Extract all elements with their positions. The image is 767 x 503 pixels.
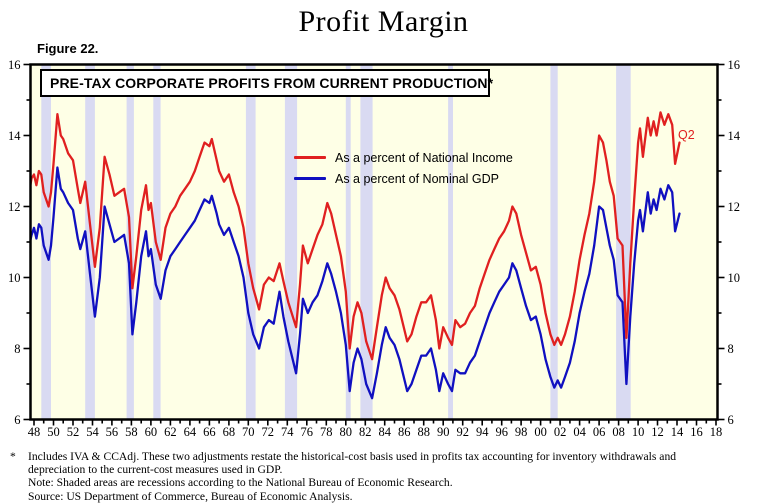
- chart-header-box: PRE-TAX CORPORATE PROFITS FROM CURRENT P…: [40, 69, 494, 97]
- y-axis-tick-label-right: 8: [728, 342, 734, 356]
- x-axis-tick-label: 10: [632, 425, 645, 439]
- legend-item-national-income: As a percent of National Income: [294, 147, 513, 168]
- y-axis-tick-label-right: 14: [728, 129, 741, 143]
- x-axis-tick-label: 06: [593, 425, 606, 439]
- x-axis-tick-label: 08: [612, 425, 625, 439]
- nominal-gdp-line: [30, 166, 681, 400]
- chart-header-text: PRE-TAX CORPORATE PROFITS FROM CURRENT P…: [50, 75, 494, 91]
- y-axis-tick-label-left: 6: [14, 413, 20, 427]
- recession-band: [41, 64, 51, 420]
- chart-frame: [29, 63, 719, 421]
- x-axis-tick-label: 92: [456, 425, 469, 439]
- x-axis-tick-label: 56: [106, 425, 119, 439]
- footnote-line-1: Includes IVA & CCAdj. These two adjustme…: [28, 450, 677, 463]
- footnote-line-2: depreciation to the current-cost measure…: [28, 463, 283, 477]
- x-axis-tick-label: 90: [437, 425, 450, 439]
- x-axis-tick-label: 48: [28, 425, 41, 439]
- x-axis-tick-label: 18: [710, 425, 723, 439]
- y-axis-tick-label-left: 14: [8, 129, 21, 143]
- y-axis-tick-label-right: 16: [728, 58, 741, 72]
- x-axis-tick-label: 12: [651, 425, 664, 439]
- recession-band: [245, 64, 256, 420]
- x-axis-tick-label: 02: [554, 425, 567, 439]
- y-axis-tick-label-right: 6: [728, 413, 734, 427]
- latest-quarter-label: Q2: [678, 128, 695, 142]
- x-axis-tick-label: 86: [398, 425, 411, 439]
- y-axis-tick-label-left: 12: [8, 200, 21, 214]
- recession-band: [284, 64, 298, 420]
- footnote-line-3: Note: Shaded areas are recessions accord…: [28, 476, 453, 490]
- x-axis-tick-label: 68: [223, 425, 236, 439]
- y-axis-tick-label-left: 10: [8, 271, 21, 285]
- legend-label-national-income: As a percent of National Income: [335, 150, 513, 165]
- national-income-line: [30, 111, 681, 361]
- legend-label-nominal-gdp: As a percent of Nominal GDP: [335, 171, 499, 186]
- x-axis-tick-label: 00: [534, 425, 547, 439]
- x-axis-tick-label: 72: [262, 425, 275, 439]
- x-axis-tick-label: 84: [378, 425, 391, 439]
- x-axis-tick-label: 94: [476, 425, 489, 439]
- x-axis-tick-label: 58: [125, 425, 138, 439]
- y-axis-tick-label-right: 10: [728, 271, 741, 285]
- red-line-swatch: [294, 156, 326, 159]
- recession-band: [345, 64, 351, 420]
- figure-label: Figure 22.: [37, 41, 99, 56]
- y-axis-tick-label-right: 12: [728, 200, 741, 214]
- x-axis-tick-label: 96: [495, 425, 508, 439]
- page-title: Profit Margin: [298, 5, 469, 38]
- x-axis-tick-label: 82: [359, 425, 372, 439]
- x-axis-tick-label: 16: [690, 425, 703, 439]
- x-axis-tick-label: 54: [86, 425, 99, 439]
- y-axis-tick-label-left: 8: [14, 342, 20, 356]
- y-axis-tick-label-left: 16: [8, 58, 21, 72]
- x-axis-tick-label: 98: [515, 425, 528, 439]
- recession-band: [448, 64, 453, 420]
- x-axis-tick-label: 14: [671, 425, 684, 439]
- x-axis-tick-label: 76: [301, 425, 314, 439]
- footnote-line-4: Source: US Department of Commerce, Burea…: [28, 489, 353, 503]
- x-axis-tick-label: 78: [320, 425, 333, 439]
- x-axis-tick-label: 88: [417, 425, 430, 439]
- x-axis-tick-label: 62: [164, 425, 177, 439]
- recession-band: [85, 64, 95, 420]
- x-axis-tick-label: 66: [203, 425, 216, 439]
- x-axis-tick-label: 52: [67, 425, 80, 439]
- x-axis-tick-label: 64: [184, 425, 197, 439]
- x-axis-tick-label: 74: [281, 425, 294, 439]
- x-axis-tick-label: 70: [242, 425, 255, 439]
- footnote-asterisk: *: [10, 450, 16, 463]
- legend: As a percent of National Income As a per…: [294, 147, 513, 189]
- x-axis-tick-label: 60: [145, 425, 158, 439]
- x-axis-tick-label: 04: [573, 425, 586, 439]
- x-axis-tick-label: 50: [47, 425, 60, 439]
- recession-band: [550, 64, 558, 420]
- blue-line-swatch: [294, 177, 326, 180]
- legend-item-nominal-gdp: As a percent of Nominal GDP: [294, 168, 513, 189]
- x-axis-tick-label: 80: [340, 425, 353, 439]
